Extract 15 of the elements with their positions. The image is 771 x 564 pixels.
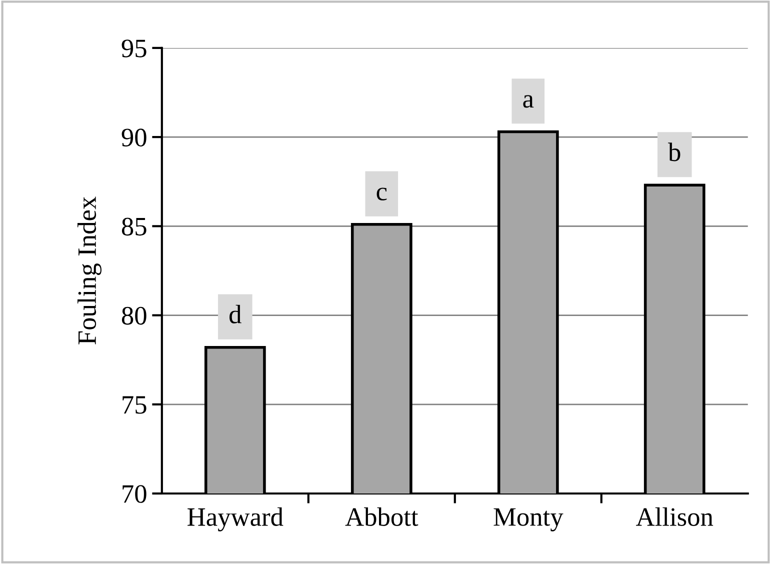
y-tick-label: 70 [122, 485, 146, 503]
x-tick-label: Hayward [188, 507, 284, 532]
annotation: b [668, 142, 680, 162]
y-tick-label: 75 [122, 396, 146, 414]
y-tick-label: 95 [122, 40, 146, 58]
annotation: c [376, 188, 387, 200]
x-tick-label: Abbott [345, 507, 418, 526]
y-axis-title: Fouling Index [77, 196, 102, 344]
y-tick-label: 85 [122, 218, 146, 236]
annotation: a [523, 95, 534, 108]
x-tick-label: Monty [494, 508, 564, 532]
y-tick-label: 80 [122, 306, 146, 325]
annotation: d [230, 304, 242, 324]
y-tick-label: 90 [122, 128, 146, 146]
x-tick-label: Allison [636, 507, 714, 526]
